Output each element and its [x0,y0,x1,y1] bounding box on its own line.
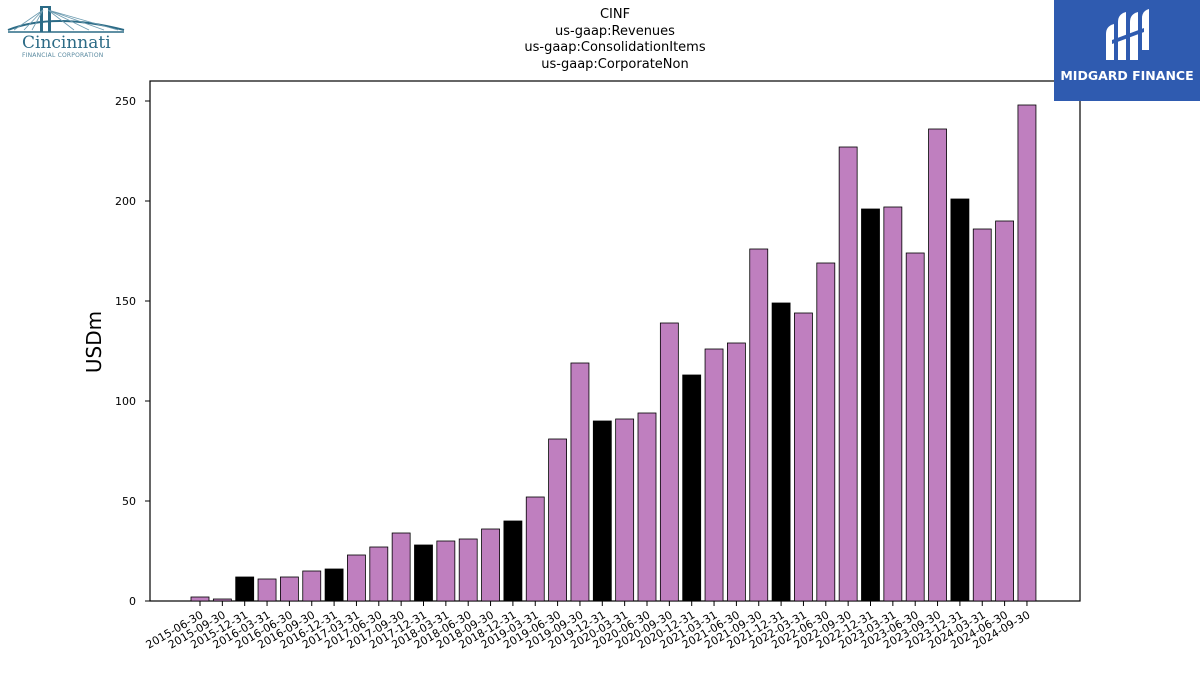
y-axis-ticks: 0 50 100 150 200 250 [115,95,150,608]
bar-2019-09-30 [570,362,590,602]
bars [190,104,1037,602]
bar-2016-09-30 [302,570,322,602]
bar-2022-12-31 [861,208,880,602]
bar-2020-09-30 [659,322,679,602]
bar-2016-12-31 [324,568,344,602]
bar-2020-06-30 [637,412,657,602]
chart-title-ticker: CINF [599,7,631,22]
bar-2019-06-30 [548,438,567,602]
bridge-icon [7,6,125,33]
logo-wordmark: MIDGARD FINANCE [1060,68,1194,83]
bar-2015-12-31 [235,576,255,602]
chart-title-axis: us-gaap:ConsolidationItems [524,40,706,55]
bar-2023-09-30 [928,128,947,602]
bar-2017-09-30 [391,532,411,602]
bar-2019-03-31 [525,496,545,602]
bar-2023-03-31 [883,206,903,602]
bar-2021-06-30 [727,342,746,602]
bar-2021-03-31 [704,348,724,602]
bar-2017-12-31 [414,544,433,602]
y-tick-label: 100 [115,395,136,408]
logo-wordmark: Cincinnati [22,33,111,53]
midgard-mark-icon [1106,9,1149,60]
bar-2019-12-31 [592,420,612,602]
bar-2016-06-30 [279,576,299,602]
bar-2024-06-30 [995,220,1014,602]
cincinnati-financial-logo: Cincinnati FINANCIAL CORPORATION [4,4,128,60]
bar-2020-03-31 [615,418,635,602]
bar-2018-12-31 [503,520,523,602]
bar-2023-06-30 [905,252,925,602]
bar-2015-06-30 [190,596,210,602]
bar-2018-06-30 [458,538,478,602]
bar-2023-12-31 [950,198,970,602]
chart-title-concept: us-gaap:Revenues [555,24,675,39]
y-tick-label: 200 [115,195,136,208]
bar-2017-06-30 [369,546,389,602]
bar-2021-09-30 [749,248,769,602]
x-axis-ticks: 2015-06-302015-09-302015-12-312016-03-31… [144,601,1032,652]
bar-2018-09-30 [481,528,500,602]
logo-subtitle: FINANCIAL CORPORATION [22,52,104,59]
plot-frame [149,80,1081,602]
bar-2022-09-30 [838,146,858,602]
chart-title-member: us-gaap:CorporateNon [541,57,689,72]
bar-2018-03-31 [436,540,456,602]
y-tick-label: 250 [115,95,136,108]
y-axis-label: USDm [82,311,106,373]
midgard-finance-logo: MIDGARD FINANCE [1054,0,1200,101]
plot-area [149,80,1081,602]
bar-2024-09-30 [1017,104,1037,602]
bar-2022-03-31 [794,312,813,602]
bar-2017-03-31 [347,554,366,602]
bar-2015-09-30 [212,598,232,602]
bar-2021-12-31 [771,302,791,602]
bar-2024-03-31 [972,228,992,602]
y-tick-label: 150 [115,295,136,308]
bar-2020-12-31 [682,374,702,602]
y-tick-label: 50 [122,495,136,508]
bar-2022-06-30 [816,262,836,602]
y-tick-label: 0 [129,595,136,608]
bar-2016-03-31 [257,578,277,602]
